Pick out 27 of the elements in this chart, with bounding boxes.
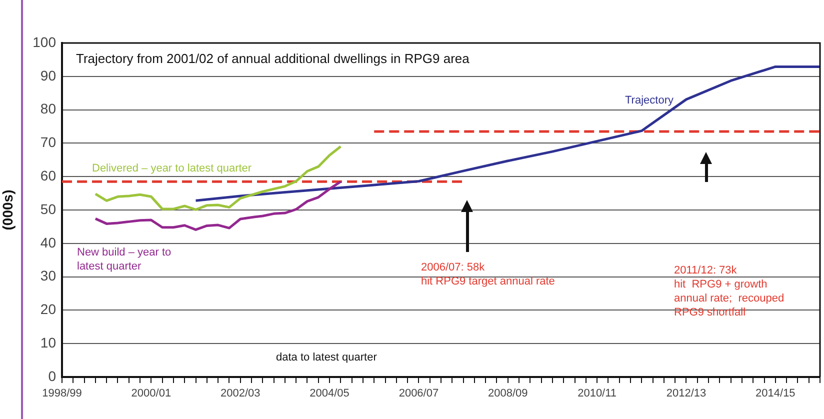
y-tick-label: 20 (40, 301, 56, 318)
y-tick-label: 10 (40, 334, 56, 350)
y-tick-label: 40 (40, 234, 56, 250)
x-tick-label: 2002/03 (220, 388, 260, 400)
series-label: New build – year to latest quarter (77, 246, 172, 273)
x-tick-label: 2008/09 (488, 388, 528, 400)
x-tick-label: 1998/99 (42, 388, 82, 400)
x-tick-label: 2006/07 (398, 388, 439, 400)
series-label: Delivered – year to latest quarter (92, 162, 252, 175)
y-tick-label: 80 (40, 100, 56, 117)
y-tick-label: 90 (40, 67, 56, 84)
series-label: Trajectory (625, 94, 674, 107)
x-tick-label: 2000/01 (131, 388, 172, 400)
text: Trajectory from 2001/02 of annual additional dwellings in RPG9 area (76, 51, 470, 66)
x-tick-label: 2004/05 (310, 388, 350, 400)
y-tick-label: 0 (48, 368, 56, 384)
y-tick-label: 100 (32, 34, 56, 50)
y-tick-label: 50 (40, 200, 56, 217)
x-tick-label: 2010/11 (578, 388, 617, 400)
y-tick-label: 70 (40, 134, 56, 150)
annotation: 2006/07: 58k hit RPG9 target annual rate (421, 262, 555, 288)
y-tick-label: 60 (40, 167, 56, 184)
y-axis-title: (000s) (0, 190, 16, 230)
x-tick-label: 2014/15 (756, 388, 796, 400)
x-tick-label: 2012/13 (666, 388, 706, 400)
y-tick-label: 30 (40, 268, 56, 284)
annotation: data to latest quarter (276, 352, 378, 364)
